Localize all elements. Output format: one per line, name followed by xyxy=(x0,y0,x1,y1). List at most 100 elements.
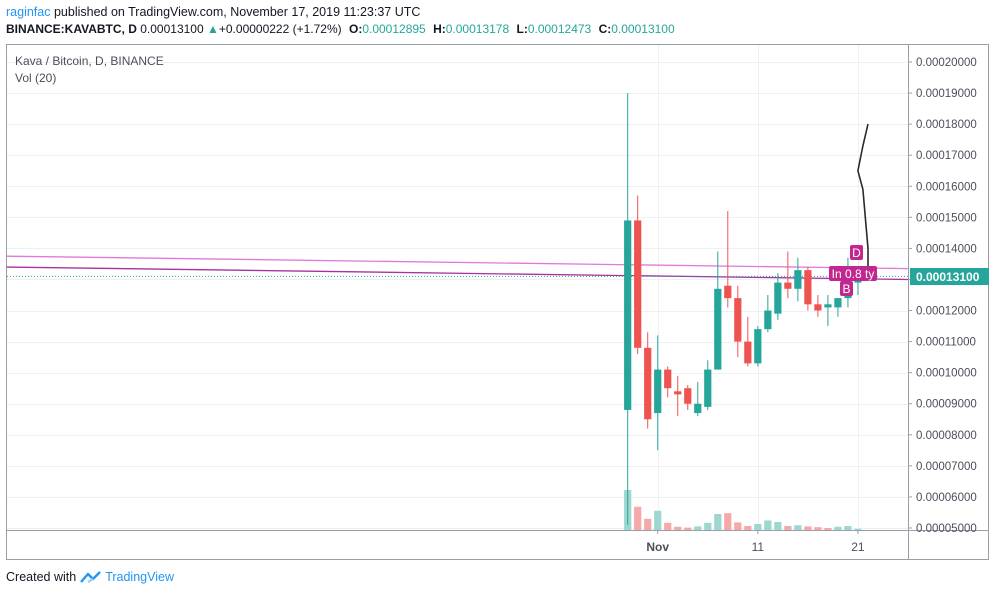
candle-body xyxy=(724,285,732,299)
pattern-label-b: B xyxy=(842,282,850,296)
last-price-tag: 0.00013100 xyxy=(910,268,989,285)
chart-frame xyxy=(6,44,989,560)
last-price-tag-bg xyxy=(910,268,989,285)
y-tick-label: 0.00012000 xyxy=(916,306,977,318)
tradingview-brand[interactable]: TradingView xyxy=(105,570,174,584)
trendlines[interactable] xyxy=(6,255,909,281)
y-tick-label: 0.00014000 xyxy=(916,243,977,255)
volume-bar xyxy=(634,506,642,530)
y-tick-label: 0.00018000 xyxy=(916,119,977,131)
volume-bar xyxy=(774,522,782,530)
candle-body xyxy=(814,304,822,311)
volume-bar xyxy=(784,526,792,530)
volume-bar xyxy=(794,525,802,530)
candle-body xyxy=(744,341,752,364)
volume-bar xyxy=(704,522,712,530)
y-tick-label: 0.00011000 xyxy=(916,337,976,349)
volume-bar xyxy=(824,528,832,530)
y-tick-label: 0.00010000 xyxy=(916,368,977,380)
close-value: 0.00013100 xyxy=(611,22,675,36)
open-value: 0.00012895 xyxy=(362,22,426,36)
volume-bar xyxy=(754,524,762,530)
created-with-text: Created with xyxy=(6,570,77,584)
legend-volume[interactable]: Vol (20) xyxy=(15,71,57,85)
volume-bar xyxy=(714,514,722,530)
volume-bar xyxy=(834,526,842,530)
candle-body xyxy=(774,282,782,314)
publish-text: published on TradingView.com, November 1… xyxy=(53,5,421,19)
candle-body xyxy=(694,403,702,414)
close-price: 0.00013100 xyxy=(140,22,204,36)
volume-bar xyxy=(644,518,652,530)
trendline-1 xyxy=(6,255,909,270)
volume-bar xyxy=(684,527,692,530)
y-tick-label: 0.00015000 xyxy=(916,212,977,224)
y-tick-label: 0.00008000 xyxy=(916,430,977,442)
candle-body xyxy=(664,369,672,389)
pattern-label-overlap-bg xyxy=(829,266,877,281)
y-tick-label: 0.00017000 xyxy=(916,150,977,162)
volume-bar xyxy=(804,526,812,530)
candle-body xyxy=(654,369,662,414)
volume-bar xyxy=(734,522,742,530)
volume-bar xyxy=(724,513,732,530)
volume-bars xyxy=(624,490,862,530)
price-axis[interactable]: 0.00020000 0.00019000 0.00018000 0.00017000… xyxy=(908,57,977,535)
candle-body xyxy=(804,270,812,305)
candle-body xyxy=(754,329,762,364)
pattern-labels: D In 0.8 ty B xyxy=(829,245,877,296)
candle-body xyxy=(634,220,642,348)
volume-bar xyxy=(764,520,772,530)
last-price-label: 0.00013100 xyxy=(916,270,980,284)
y-tick-label: 0.00019000 xyxy=(916,88,977,100)
y-tick-label: 0.00020000 xyxy=(916,57,977,69)
publish-info: raginfac published on TradingView.com, N… xyxy=(6,5,420,19)
pattern-label-overlap: In 0.8 ty xyxy=(832,267,875,281)
footer: Created with TradingView xyxy=(6,570,174,584)
y-tick-label: 0.00006000 xyxy=(916,492,977,504)
volume-bar xyxy=(664,522,672,530)
high-label: H: xyxy=(433,22,446,36)
pattern-label-d: D xyxy=(852,246,861,260)
publisher-name[interactable]: raginfac xyxy=(6,5,51,19)
time-axis[interactable]: Nov 11 21 xyxy=(646,530,865,554)
volume-bar xyxy=(814,527,822,530)
candles xyxy=(624,93,862,525)
candle-body xyxy=(734,298,742,342)
tradingview-logo-icon xyxy=(80,571,102,584)
candle-body xyxy=(674,391,682,395)
trendline-2 xyxy=(6,266,909,281)
volume-bar xyxy=(654,510,662,530)
y-tick-label: 0.00016000 xyxy=(916,181,977,193)
candle-body xyxy=(794,270,802,289)
symbol-line: BINANCE:KAVABTC, D xyxy=(6,22,137,36)
y-tick-label: 0.00005000 xyxy=(916,523,977,535)
volume-bar xyxy=(674,526,682,530)
up-arrow-icon: ▲ xyxy=(206,22,219,36)
projection-line xyxy=(857,123,869,277)
x-tick-label: Nov xyxy=(646,540,669,554)
low-label: L: xyxy=(516,22,528,36)
y-tick-label: 0.00007000 xyxy=(916,461,977,473)
price-change: +0.00000222 (+1.72%) xyxy=(218,22,342,36)
high-value: 0.00013178 xyxy=(445,22,510,36)
pattern-label-d-bg xyxy=(850,245,863,260)
candle-body xyxy=(624,220,632,410)
volume-bar xyxy=(844,526,852,530)
x-tick-label: 21 xyxy=(851,540,865,554)
legend-title[interactable]: Kava / Bitcoin, D, BINANCE xyxy=(15,54,164,68)
candle-body xyxy=(644,347,652,420)
projection-path[interactable] xyxy=(857,123,869,277)
x-tick-label: 11 xyxy=(752,540,765,554)
candle-body xyxy=(704,369,712,407)
volume-bar xyxy=(694,526,702,530)
candle-body xyxy=(824,304,832,308)
close-label: C: xyxy=(598,22,612,36)
pattern-label-b-bg xyxy=(840,281,853,296)
low-value: 0.00012473 xyxy=(527,22,592,36)
ohlc-line: BINANCE:KAVABTC, D 0.00013100 ▲+0.000002… xyxy=(6,22,675,36)
candle-body xyxy=(834,298,842,308)
candle-body xyxy=(714,288,722,370)
candle-body xyxy=(684,388,692,404)
